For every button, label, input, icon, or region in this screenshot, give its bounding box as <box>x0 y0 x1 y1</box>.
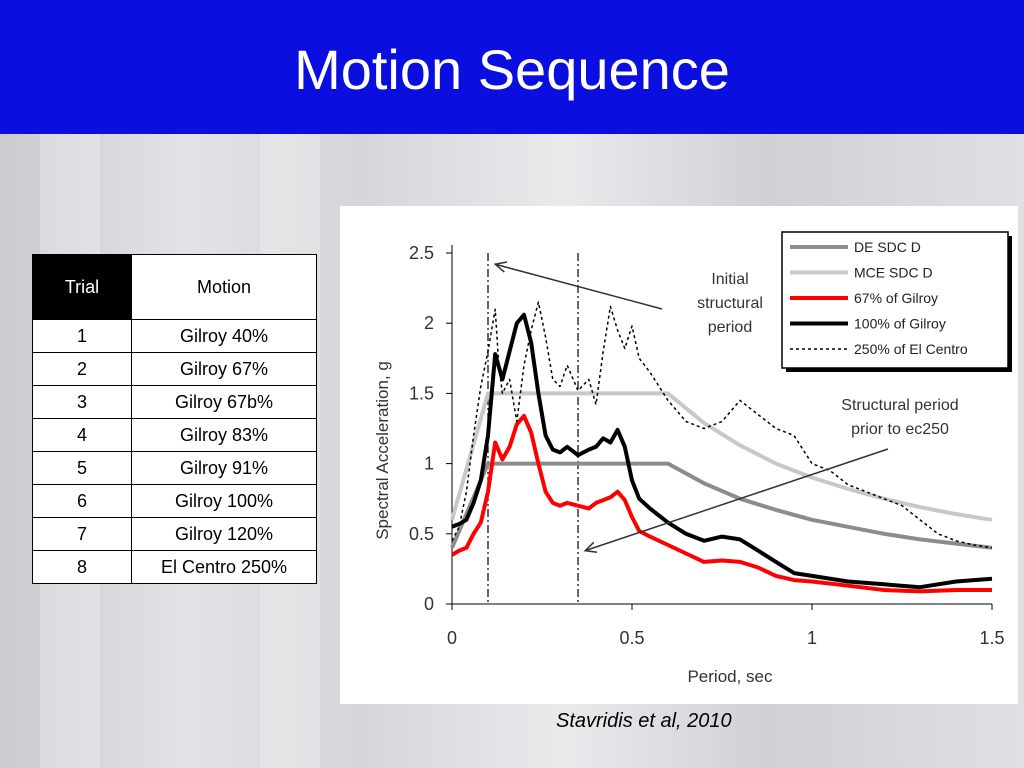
trial-cell: 6 <box>32 484 132 518</box>
y-tick-label: 0.5 <box>409 524 434 544</box>
trial-cell: 7 <box>32 517 132 551</box>
arrowhead <box>583 541 598 553</box>
trial-cell: 2 <box>32 352 132 386</box>
annotation-text: structural <box>697 295 763 312</box>
x-axis-label: Period, sec <box>687 667 773 686</box>
structural-period-arrow <box>584 448 889 552</box>
motion-cell: El Centro 250% <box>131 550 317 584</box>
series-line <box>450 391 993 522</box>
legend-label: 250% of El Centro <box>854 341 968 357</box>
motion-cell: Gilroy 67% <box>131 352 317 386</box>
x-tick-label: 0 <box>447 628 457 648</box>
series-line <box>451 301 993 549</box>
legend-label: DE SDC D <box>854 239 921 255</box>
motion-cell: Gilroy 91% <box>131 451 317 485</box>
trial-cell: 3 <box>32 385 132 419</box>
spectral-chart: 0 0.5 1 1.5 2 2.5 0 0.5 1 1.5 Period, sec Spectral … <box>373 231 1012 686</box>
legend-label: 67% of Gilroy <box>854 290 938 306</box>
table-row: 6 Gilroy 100% <box>32 484 317 518</box>
y-tick-label: 2.5 <box>409 243 434 263</box>
x-tick-label: 0.5 <box>619 628 644 648</box>
y-tick-label: 1 <box>424 454 434 474</box>
motion-cell: Gilroy 100% <box>131 484 317 518</box>
table-header-row: Trial Motion <box>32 254 317 320</box>
annotation-text: Structural period <box>841 397 958 414</box>
annotation-text: Initial <box>711 271 748 288</box>
trial-cell: 4 <box>32 418 132 452</box>
series-line <box>451 312 993 590</box>
table-row: 2 Gilroy 67% <box>32 352 317 386</box>
citation: Stavridis et al, 2010 <box>556 710 732 732</box>
table-row: 8 El Centro 250% <box>32 550 317 584</box>
title-bar: Motion Sequence <box>0 0 1024 134</box>
trial-cell: 8 <box>32 550 132 584</box>
annotation-text: period <box>708 319 752 336</box>
motion-cell: Gilroy 120% <box>131 517 317 551</box>
x-tick-label: 1 <box>807 628 817 648</box>
table-row: 1 Gilroy 40% <box>32 319 317 353</box>
motion-cell: Gilroy 40% <box>131 319 317 353</box>
motion-cell: Gilroy 67b% <box>131 385 317 419</box>
chart-panel: 0 0.5 1 1.5 2 2.5 0 0.5 1 1.5 Period, sec Spectral … <box>340 206 1018 704</box>
table-row: 4 Gilroy 83% <box>32 418 317 452</box>
x-tick-label: 1.5 <box>979 628 1004 648</box>
y-tick-label: 1.5 <box>409 383 434 403</box>
series-line <box>450 413 992 594</box>
header-trial: Trial <box>32 254 132 320</box>
header-motion: Motion <box>131 254 317 320</box>
trial-cell: 5 <box>32 451 132 485</box>
initial-period-arrow <box>495 263 663 310</box>
table-row: 5 Gilroy 91% <box>32 451 317 485</box>
trial-cell: 1 <box>32 319 132 353</box>
y-tick-label: 2 <box>424 313 434 333</box>
slide-title: Motion Sequence <box>294 38 730 101</box>
legend-label: MCE SDC D <box>854 265 933 281</box>
y-tick-label: 0 <box>424 594 434 614</box>
motion-cell: Gilroy 83% <box>131 418 317 452</box>
arrowhead <box>493 261 508 273</box>
legend-label: 100% of Gilroy <box>854 316 946 332</box>
annotation-text: prior to ec250 <box>851 421 949 438</box>
y-axis-label: Spectral Acceleration, g <box>373 361 392 540</box>
table-row: 7 Gilroy 120% <box>32 517 317 551</box>
table-row: 3 Gilroy 67b% <box>32 385 317 419</box>
trial-table: Trial Motion 1 Gilroy 40% 2 Gilroy 67% 3… <box>32 254 317 584</box>
